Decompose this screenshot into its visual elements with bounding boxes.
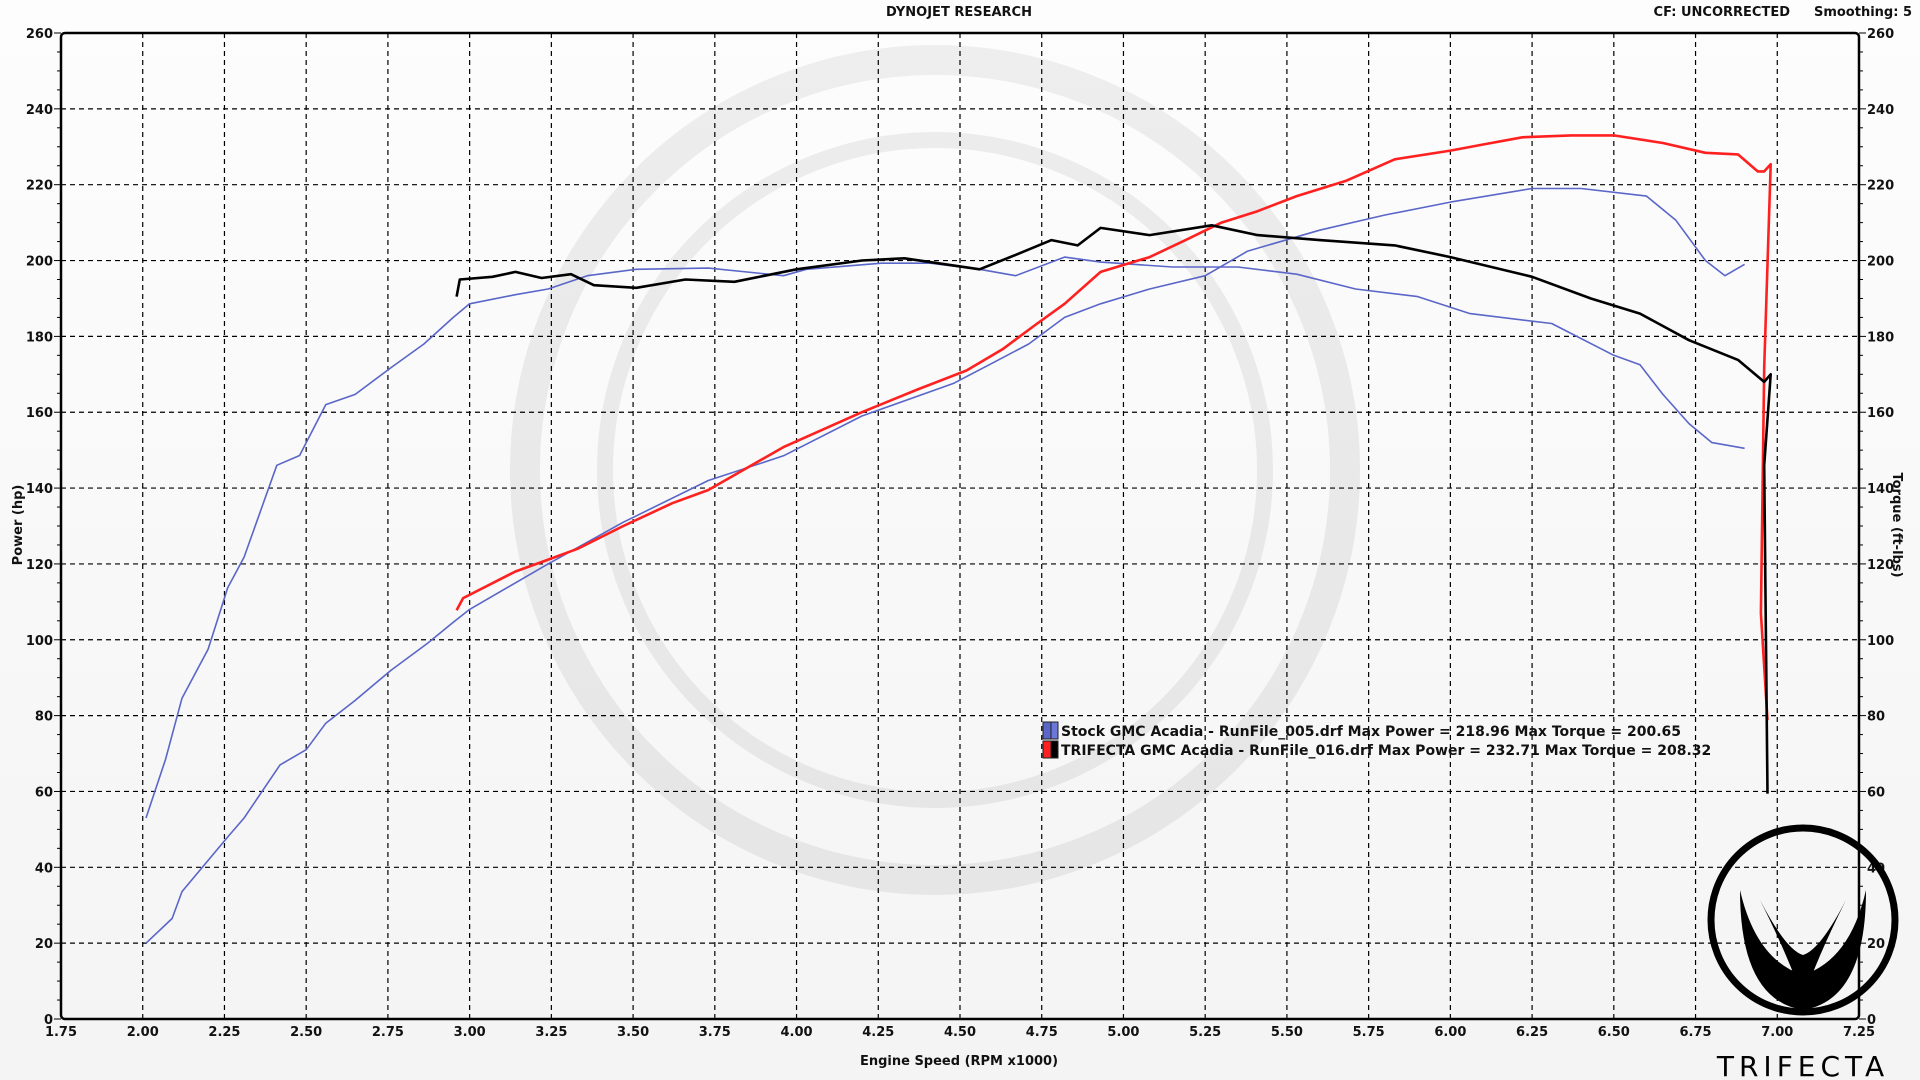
y-tick-label: 140 [26,482,53,497]
y-tick-label: 200 [26,255,53,270]
y-tick-label: 100 [26,634,53,649]
cf-label: CF: UNCORRECTED [1654,5,1791,20]
y2-tick-label: 140 [1867,482,1894,497]
x-tick-label: 3.25 [535,1025,567,1040]
y-tick-label: 40 [35,861,53,876]
legend: Stock GMC Acadia - RunFile_005.drf Max P… [1042,721,1711,759]
x-tick-label: 6.50 [1598,1025,1630,1040]
x-tick-label: 2.25 [208,1025,240,1040]
x-tick-label: 6.25 [1516,1025,1548,1040]
series-line-stock-torque [145,256,1745,819]
y-tick-label: 160 [26,406,53,421]
chart-title: DYNOJET RESEARCH [886,5,1032,20]
y2-tick-label: 100 [1867,634,1894,649]
y2-axis-label: Torque (ft-lbs) [1889,472,1904,577]
y-tick-label: 20 [35,937,53,952]
y2-tick-label: 240 [1867,103,1894,118]
y-tick-label: 80 [35,710,53,725]
x-tick-label: 5.00 [1107,1025,1139,1040]
legend-entry-trifecta: TRIFECTA GMC Acadia - RunFile_016.drf Ma… [1061,743,1711,759]
y-tick-label: 60 [35,785,53,800]
legend-entry-stock: Stock GMC Acadia - RunFile_005.drf Max P… [1061,724,1681,740]
y-tick-label: 220 [26,179,53,194]
y2-tick-label: 80 [1867,710,1885,725]
y2-tick-label: 160 [1867,406,1894,421]
x-tick-label: 3.00 [454,1025,486,1040]
x-tick-label: 6.75 [1680,1025,1712,1040]
legend-swatch-stock-a [1042,721,1052,740]
x-axis-label: Engine Speed (RPM x1000) [860,1054,1058,1069]
series-line-trifecta-power [455,134,1772,721]
legend-swatch-stock-b [1050,721,1059,740]
y2-tick-label: 120 [1867,558,1894,573]
x-tick-label: 5.25 [1189,1025,1221,1040]
x-tick-label: 3.75 [699,1025,731,1040]
series-line-trifecta-torque [455,224,1772,794]
x-tick-label: 4.50 [944,1025,976,1040]
x-tick-label: 2.00 [127,1025,159,1040]
series-line-stock-power [145,187,1746,944]
x-tick-label: 1.75 [45,1025,77,1040]
y2-tick-label: 180 [1867,330,1894,345]
series-lines [145,134,1772,944]
y-tick-label: 180 [26,330,53,345]
y2-tick-label: 220 [1867,179,1894,194]
y2-tick-label: 260 [1867,27,1894,42]
y2-tick-label: 20 [1867,937,1885,952]
y2-tick-label: 200 [1867,255,1894,270]
y-tick-label: 120 [26,558,53,573]
x-tick-label: 4.75 [1026,1025,1058,1040]
watermark [510,45,1360,895]
y2-tick-label: 60 [1867,785,1885,800]
y-tick-label: 0 [44,1013,53,1028]
legend-swatch-trifecta-b [1050,740,1059,759]
x-tick-label: 4.00 [781,1025,813,1040]
x-tick-label: 3.50 [617,1025,649,1040]
y-tick-label: 260 [26,27,53,42]
x-tick-label: 2.75 [372,1025,404,1040]
smoothing-label: Smoothing: 5 [1814,5,1912,20]
y-tick-label: 240 [26,103,53,118]
x-tick-label: 7.25 [1843,1025,1875,1040]
grid [61,33,1859,1019]
x-tick-label: 5.50 [1271,1025,1303,1040]
legend-swatch-trifecta-a [1042,740,1052,759]
x-tick-label: 6.00 [1434,1025,1466,1040]
x-tick-label: 4.25 [862,1025,894,1040]
x-tick-label: 2.50 [290,1025,322,1040]
y-axis-label: Power (hp) [11,485,26,566]
x-tick-label: 5.75 [1353,1025,1385,1040]
trifecta-logo: TRIFECTA [1707,824,1899,1080]
logo-text: TRIFECTA [1716,1050,1889,1080]
y2-tick-label: 0 [1867,1013,1876,1028]
x-tick-label: 7.00 [1761,1025,1793,1040]
